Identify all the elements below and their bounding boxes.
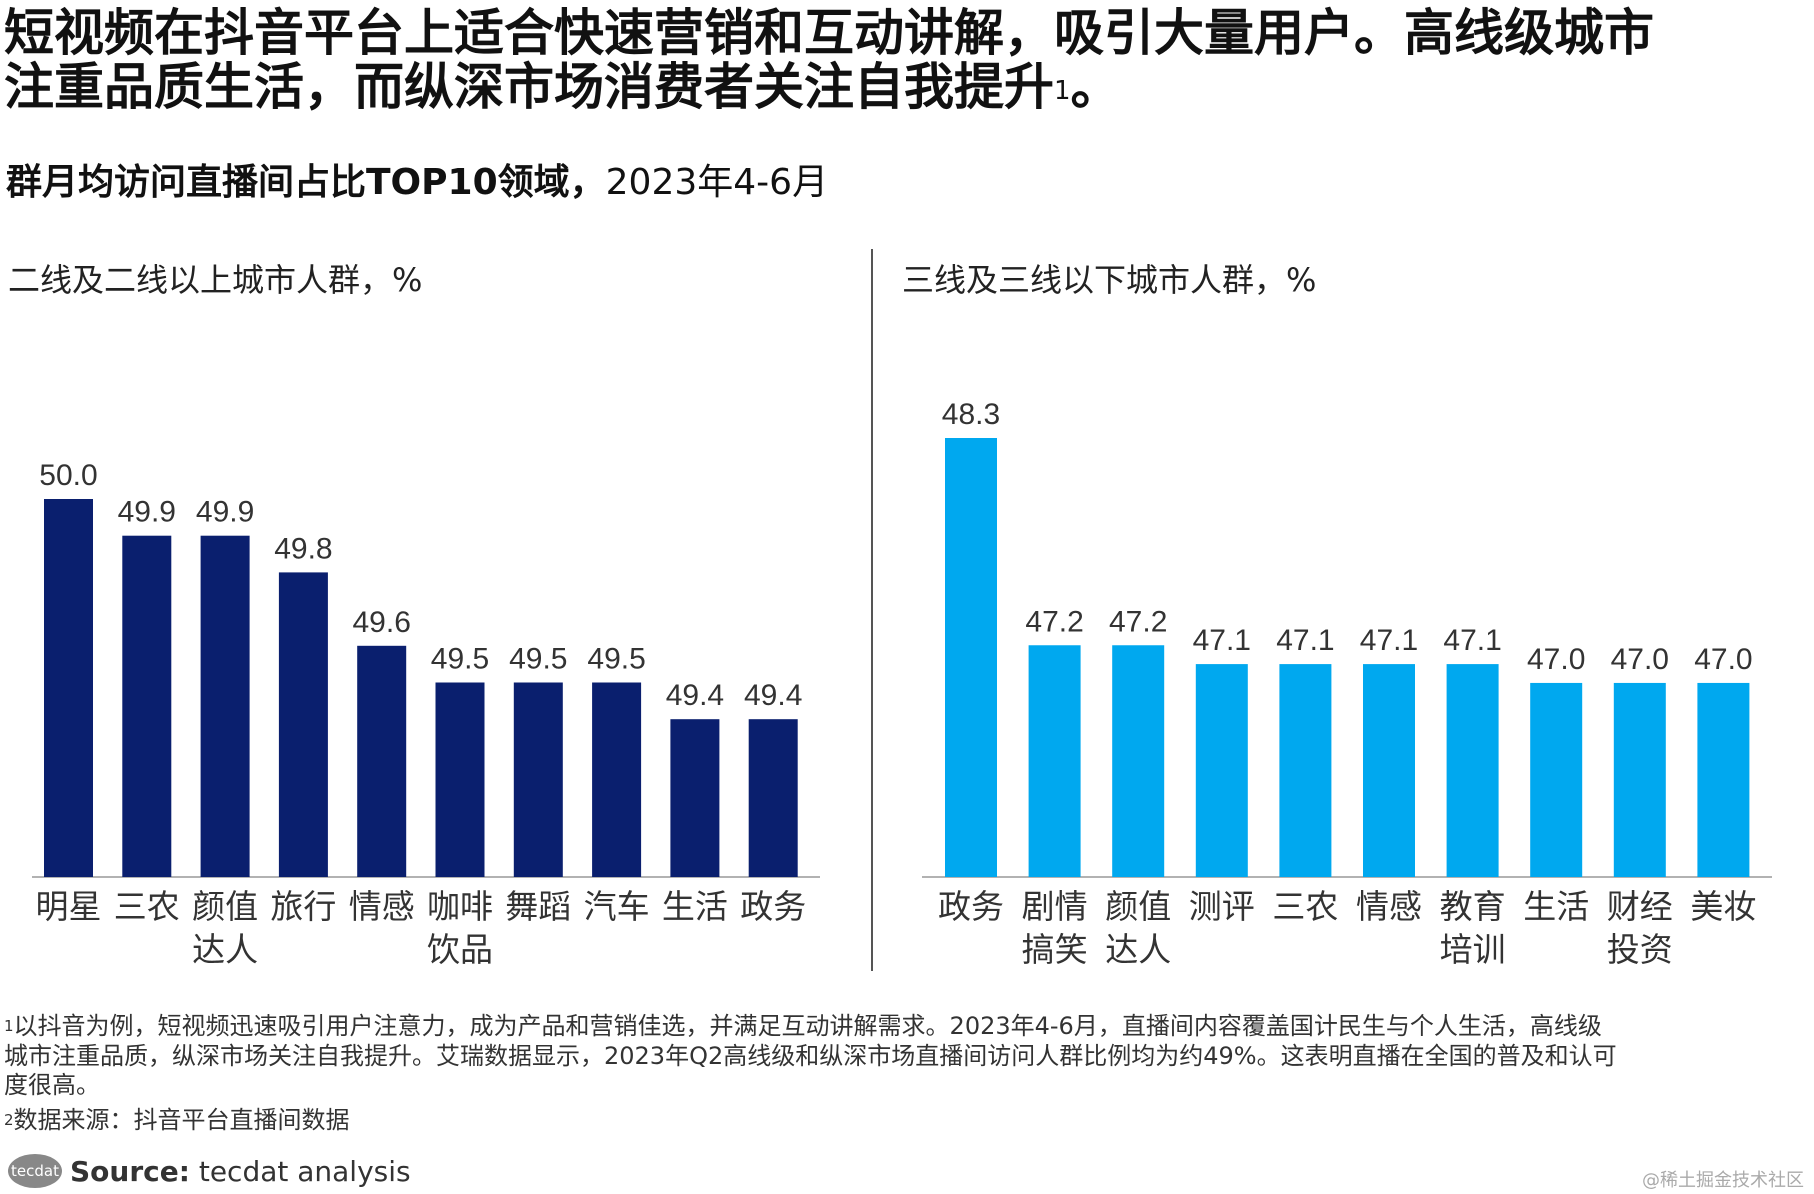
category-label: 旅行 [270,887,336,926]
category-label: 饮品 [427,930,493,969]
category-label: 情感 [1356,887,1422,926]
footnote-2-text: 数据来源：抖音平台直播间数据 [13,1106,350,1134]
subtitle-date: 2023年4-6月 [605,162,829,203]
headline-end: 。 [1070,58,1121,116]
data-label: 47.0 [1527,643,1585,676]
bar [1195,664,1248,877]
footnote-1-line-1: 以抖音为例，短视频迅速吸引用户注意力，成为产品和营销佳选，并满足互动讲解需求。2… [13,1012,1602,1040]
category-label: 剧情 [1022,887,1088,926]
data-label: 47.1 [1276,624,1334,657]
bar [1363,664,1415,877]
data-label: 49.5 [431,642,489,675]
footnote-1: 1以抖音为例，短视频迅速吸引用户注意力，成为产品和营销佳选，并满足互动讲解需求。… [4,1012,1602,1041]
bar [1697,682,1750,877]
data-label: 49.4 [666,679,724,712]
data-label: 49.9 [118,496,176,529]
chart-subtitle: 群月均访问直播间占比TOP10领域，2023年4-6月 [6,153,828,205]
data-label: 49.4 [744,679,802,712]
footnote-ref: 1 [1054,76,1071,106]
category-label: 颜值 [192,887,258,926]
category-label: 明星 [36,887,102,926]
bar [1112,645,1165,877]
watermark: @稀土掘金技术社区 [1642,1170,1804,1191]
data-label: 49.9 [196,496,254,529]
source-label: Source: [70,1155,190,1188]
data-label: 47.2 [1109,605,1167,638]
category-label: 咖啡 [427,887,493,926]
left-panel-title: 二线及二线以上城市人群，% [8,261,423,299]
category-label: 教育 [1440,887,1506,926]
category-label: 政务 [938,887,1004,926]
category-label: 测评 [1189,887,1255,926]
data-label: 47.0 [1611,643,1669,676]
bar [513,682,563,877]
data-label: 50.0 [39,459,97,492]
headline-line-1: 短视频在抖音平台上适合快速营销和互动讲解，吸引大量用户。高线级城市 [4,4,1654,62]
data-label: 49.5 [509,642,567,675]
footnote-1-number: 1 [4,1017,14,1035]
tecdat-logo: tecdat [8,1154,62,1188]
category-label: 达人 [1105,930,1171,969]
category-label: 汽车 [584,887,650,926]
data-label: 49.6 [353,606,411,639]
bar [44,499,93,877]
category-label: 财经 [1607,887,1673,926]
category-label: 达人 [192,930,258,969]
bar [945,438,997,877]
data-label: 49.8 [274,532,332,565]
bar [1446,664,1499,877]
subtitle-bold: 群月均访问直播间占比TOP10领域， [6,162,606,203]
category-label: 颜值 [1105,887,1171,926]
data-label: 47.0 [1694,643,1752,676]
footnote-1-line-2: 城市注重品质，纵深市场关注自我提升。艾瑞数据显示，2023年Q2高线级和纵深市场… [4,1042,1617,1070]
bar [122,535,172,877]
source-line: Source: tecdat analysis [70,1155,411,1188]
data-label: 48.3 [942,398,1000,431]
data-label: 47.2 [1025,605,1083,638]
category-label: 培训 [1440,930,1506,969]
footnote-1-line-3: 度很高。 [4,1071,100,1099]
headline-line-2: 注重品质生活，而纵深市场消费者关注自我提升1。 [4,60,1121,114]
data-label: 47.1 [1360,624,1418,657]
footnote-2: 2数据来源：抖音平台直播间数据 [4,1106,350,1135]
data-label: 47.1 [1193,624,1251,657]
bar [1530,682,1583,877]
bar [435,682,485,877]
footnote-2-number: 2 [4,1111,14,1129]
category-label: 搞笑 [1022,930,1088,969]
bar [278,572,328,877]
category-label: 舞蹈 [505,887,571,926]
bar [1028,645,1081,877]
category-label: 政务 [740,887,806,926]
source-text: tecdat analysis [189,1155,411,1188]
right-panel-title: 三线及三线以下城市人群，% [902,261,1317,299]
category-label: 投资 [1607,930,1673,969]
data-label: 47.1 [1443,624,1501,657]
panel-divider [871,249,873,971]
bar [1613,682,1666,877]
category-label: 生活 [662,887,728,926]
headline-text: 注重品质生活，而纵深市场消费者关注自我提升 [4,58,1054,116]
data-label: 49.5 [587,642,645,675]
category-label: 生活 [1523,887,1589,926]
category-label: 美妆 [1690,887,1756,926]
bar [200,535,250,877]
category-label: 三农 [1272,887,1338,926]
bar [1279,664,1332,877]
bar [357,645,407,877]
bar [670,719,720,877]
category-label: 三农 [114,887,180,926]
bar [748,719,798,877]
category-label: 情感 [349,887,415,926]
bar [592,682,642,877]
